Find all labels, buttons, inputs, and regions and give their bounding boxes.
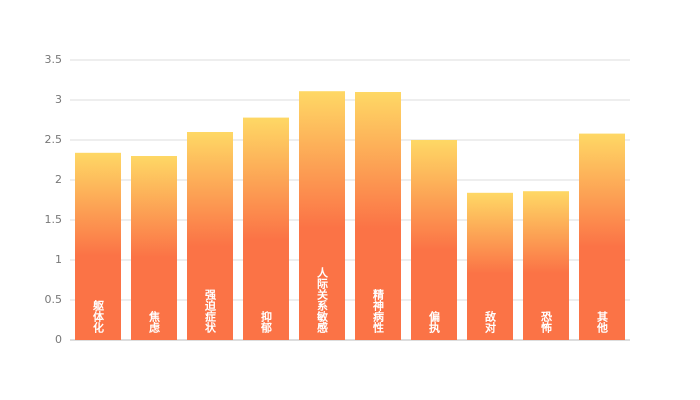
bar [299, 91, 345, 340]
bar [75, 152, 121, 340]
category-label: 抑郁 [260, 310, 274, 334]
category-label: 其他 [596, 310, 610, 334]
bar [523, 191, 569, 340]
category-label: 躯体化 [92, 299, 106, 334]
category-label: 强迫症状 [204, 289, 218, 334]
category-label: 偏执 [428, 310, 441, 334]
y-tick-label: 1.5 [45, 213, 63, 226]
bar [187, 132, 233, 340]
y-tick-label: 2 [55, 173, 62, 186]
y-tick-label: 3.5 [45, 53, 63, 66]
category-label: 精神病性 [372, 288, 385, 334]
bar [411, 140, 457, 340]
bar [355, 92, 401, 340]
category-label: 恐怖 [540, 311, 553, 334]
category-label: 敌对 [484, 310, 497, 334]
bar [243, 117, 289, 340]
y-tick-label: 0 [55, 333, 62, 346]
category-label: 人际关系敏感 [316, 266, 330, 334]
y-tick-label: 2.5 [45, 133, 63, 146]
y-tick-label: 1 [55, 253, 62, 266]
bar [467, 192, 513, 340]
y-tick-label: 0.5 [45, 293, 63, 306]
y-tick-label: 3 [55, 93, 62, 106]
bar [579, 133, 625, 340]
category-label: 焦虑 [148, 310, 162, 334]
bar [131, 156, 177, 340]
